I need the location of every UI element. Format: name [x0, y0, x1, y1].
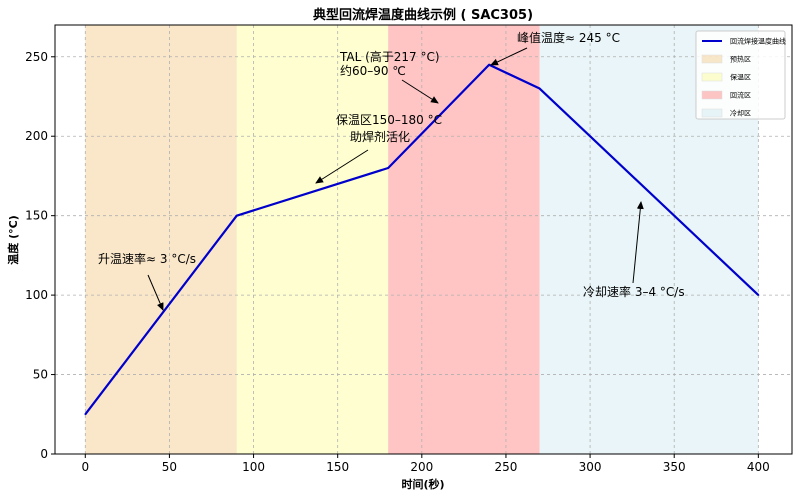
- y-tick-label-150: 150: [25, 209, 48, 223]
- plot-frame: [54, 24, 793, 455]
- regions-layer: [85, 25, 759, 454]
- annotation-cool-text-0: 冷却速率 3–4 °C/s: [583, 284, 685, 299]
- annotation-tal-text-1: 约60–90 ℃: [340, 63, 406, 78]
- annotation-cool-arrow: [632, 201, 644, 284]
- x-tick-label-0: 0: [81, 460, 89, 474]
- y-tick-label-250: 250: [25, 50, 48, 64]
- region-0: [85, 25, 237, 454]
- x-tick-label-150: 150: [326, 460, 349, 474]
- x-axis-label: 时间(秒): [401, 477, 444, 491]
- legend-label-region-0: 预热区: [730, 55, 751, 64]
- legend-swatch-region-0: [701, 54, 723, 64]
- axis-layer: 0 50 100 150 200 250 300 350 400 0 50 100 150 200 250: [25, 50, 770, 474]
- legend-swatch-region-1: [701, 72, 723, 82]
- x-tick-label-100: 100: [242, 460, 265, 474]
- x-tick-label-50: 50: [162, 460, 177, 474]
- annotation-ramp-arrow: [147, 274, 164, 311]
- y-tick-label-100: 100: [25, 288, 48, 302]
- annotation-soak-arrow: [315, 149, 369, 184]
- series-point-0-4: [538, 87, 541, 90]
- chart-title: 典型回流焊温度曲线示例 ( SAC305): [313, 7, 533, 23]
- x-tick-label-400: 400: [747, 460, 770, 474]
- series-layer: [84, 63, 760, 416]
- region-2: [388, 25, 540, 454]
- series-line-0: [84, 63, 760, 415]
- series-point-0-1: [235, 214, 238, 217]
- region-1: [236, 25, 389, 454]
- annotation-soak-text-1: 助焊剂活化: [350, 129, 410, 144]
- annotation-peak-text-0: 峰值温度≈ 245 °C: [517, 30, 620, 45]
- annotation-tal-text-0: TAL (高于217 °C): [339, 49, 440, 64]
- legend-swatch-region-2: [701, 90, 723, 100]
- annotation-peak-arrow: [490, 47, 528, 66]
- legend-label-region-3: 冷却区: [730, 109, 751, 118]
- annotation-tal-arrow: [401, 79, 439, 104]
- y-tick-label-200: 200: [25, 129, 48, 143]
- legend-box: [695, 30, 786, 120]
- series-point-0-2: [387, 167, 389, 169]
- annotation-ramp-text-0: 升温速率≈ 3 °C/s: [98, 251, 196, 266]
- legend-label-region-2: 回流区: [730, 91, 751, 100]
- y-tick-label-0: 0: [40, 447, 48, 461]
- y-axis-label: 温度 (°C): [6, 215, 20, 264]
- series-point-0-0: [84, 413, 87, 416]
- annotations-layer: 升温速率≈ 3 °C/s 保温区150–180 °C 助焊剂活化 TAL (高于217…: [98, 30, 685, 311]
- annotation-soak-text-0: 保温区150–180 °C: [336, 113, 442, 127]
- series-point-0-5: [757, 294, 760, 296]
- x-tick-label-350: 350: [663, 460, 686, 474]
- x-tick-label-250: 250: [494, 460, 517, 474]
- x-tick-label-200: 200: [410, 460, 433, 474]
- series-point-0-3: [488, 63, 490, 66]
- x-tick-label-300: 300: [579, 460, 602, 474]
- legend-label-region-1: 保温区: [730, 73, 751, 82]
- y-tick-label-50: 50: [33, 368, 48, 382]
- legend-label-series-0: 回流焊接温度曲线: [730, 37, 786, 46]
- legend-swatch-region-3: [701, 108, 723, 118]
